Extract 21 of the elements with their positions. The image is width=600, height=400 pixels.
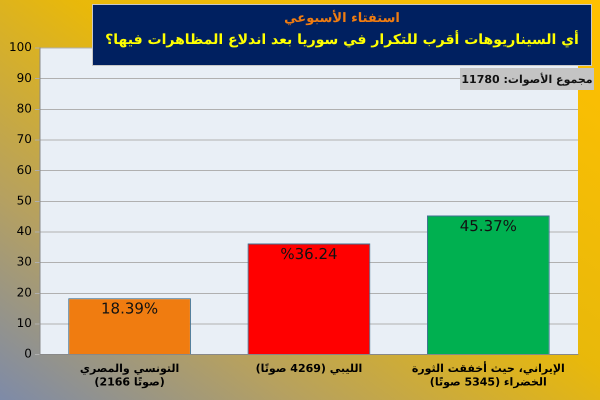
title-panel: استفتاء الأسبوعي أي السيناريوهات أقرب للتكرار في سوريا بعد اندلاع المظاهرات فيها؟ xyxy=(92,4,592,66)
x-tick-label: التونسي والمصري (2166 صوتًا) xyxy=(80,362,180,388)
x-tick-label: الليبي (4269 صوتًا) xyxy=(256,362,362,376)
chart-title: استفتاء الأسبوعي xyxy=(283,11,401,26)
note-panel: مجموع الأصوات: 11780 xyxy=(460,68,594,90)
y-tick-label: 10 xyxy=(16,316,32,330)
data-label: 18.39% xyxy=(100,300,158,318)
y-tick-label: 0 xyxy=(24,346,32,361)
data-label: %36.24 xyxy=(280,244,338,263)
y-tick-label: 20 xyxy=(16,285,32,300)
data-label: 45.37% xyxy=(460,216,517,235)
chart-subtitle: أي السيناريوهات أقرب للتكرار في سوريا بعد اندلاع المظاهرات فيها؟ xyxy=(104,32,580,48)
y-tick-label: 80 xyxy=(16,101,32,116)
y-tick-label: 60 xyxy=(16,162,32,177)
y-tick-label: 70 xyxy=(16,132,32,146)
x-tick-label: الإيراني، حيث أخفقت الثورة الخضراء (5345 صوتًا) xyxy=(412,361,565,388)
y-tick-label: 30 xyxy=(16,254,32,269)
y-tick-label: 50 xyxy=(16,193,32,208)
y-tick-label: 90 xyxy=(16,70,32,85)
y-tick-label: 40 xyxy=(16,224,32,238)
y-tick-label: 100 xyxy=(9,40,32,54)
